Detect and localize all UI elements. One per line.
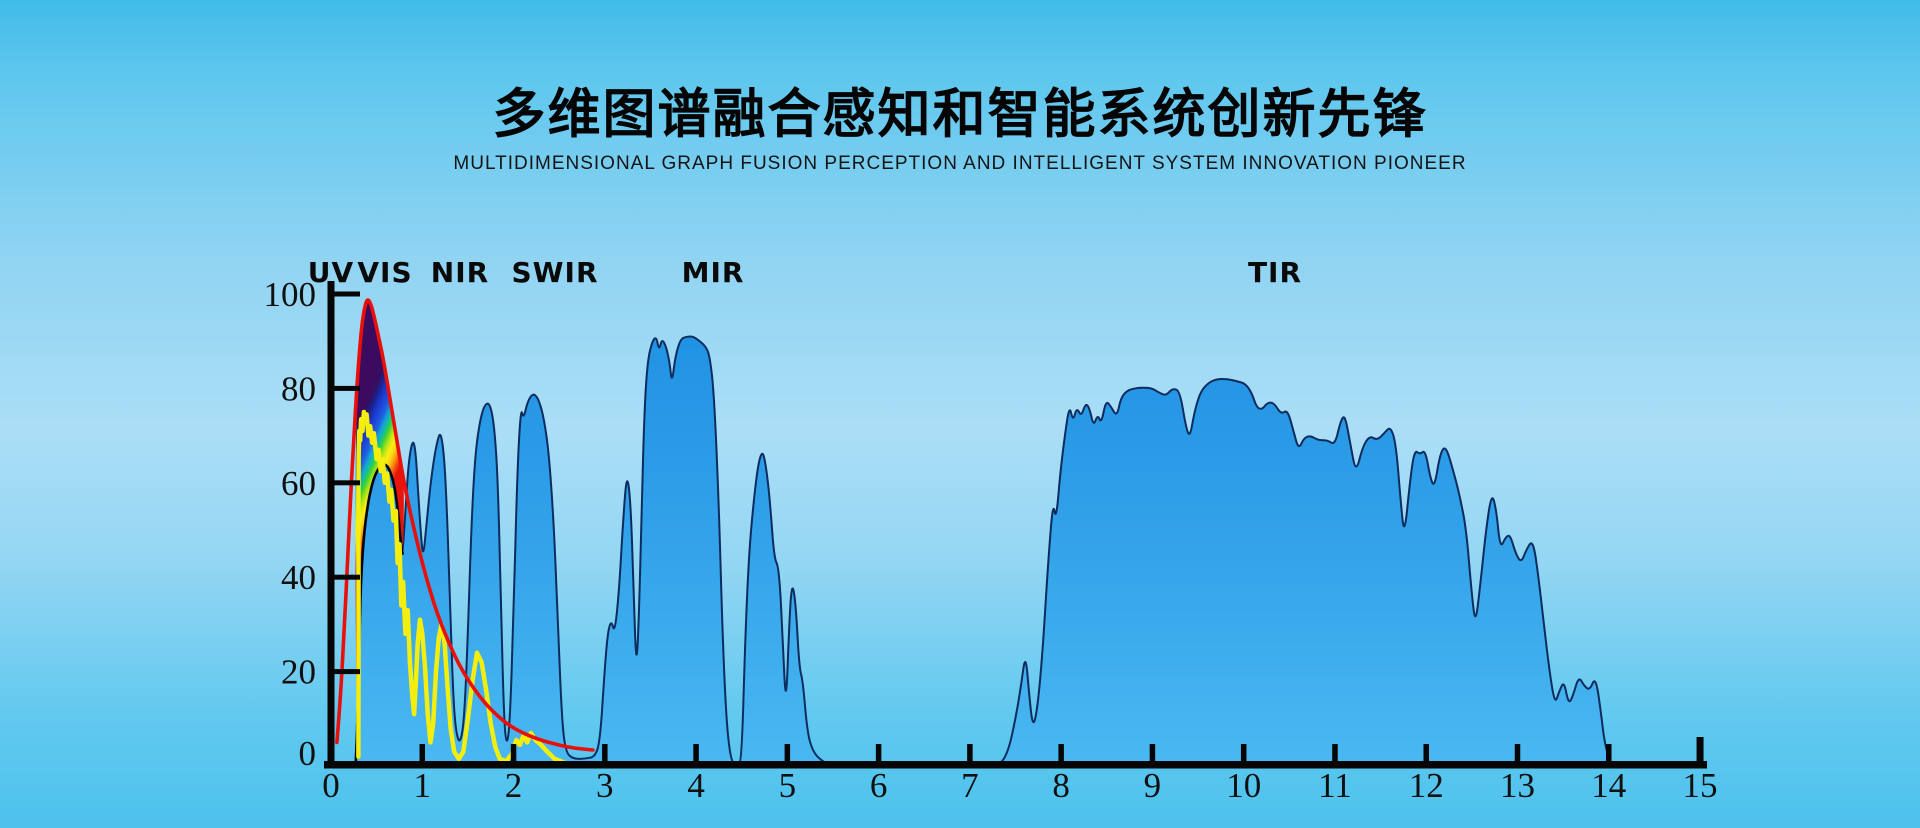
x-tick-7 (967, 744, 973, 762)
x-tick-label-3: 3 (596, 766, 614, 805)
y-tick-100 (334, 291, 360, 297)
x-tick-12 (1423, 744, 1429, 762)
x-tick-14 (1606, 744, 1612, 762)
x-tick-9 (1149, 744, 1156, 762)
x-tick-label-7: 7 (961, 766, 979, 805)
band-label-mir: MIR (682, 256, 745, 289)
x-tick-label-4: 4 (687, 766, 705, 805)
x-tick-label-2: 2 (505, 766, 523, 805)
ground-solar-spectrum-curve (356, 409, 566, 765)
x-tick-15 (1696, 737, 1704, 762)
band-label-nir: NIR (431, 256, 489, 289)
page-subtitle: MULTIDIMENSIONAL GRAPH FUSION PERCEPTION… (453, 153, 1467, 174)
x-tick-5 (784, 744, 791, 762)
spectral-band-labels: UV VIS NIR SWIR MIR TIR (308, 256, 1302, 289)
band-label-swir: SWIR (511, 256, 598, 289)
x-axis-line (324, 761, 1707, 769)
y-tick-80 (334, 385, 360, 391)
y-tick-label-0: 0 (299, 734, 317, 773)
atmospheric-transmission-area (354, 335, 1614, 767)
y-tick-20 (334, 669, 360, 675)
x-tick-label-14: 14 (1591, 766, 1626, 805)
y-tick-40 (334, 574, 360, 580)
x-tick-label-6: 6 (870, 766, 888, 805)
solar-blackbody-curve (335, 298, 595, 752)
page-title: 多维图谱融合感知和智能系统创新先锋 (492, 85, 1428, 144)
y-tick-label-40: 40 (281, 558, 316, 597)
x-tick-11 (1332, 744, 1338, 762)
x-tick-label-8: 8 (1052, 766, 1070, 805)
x-tick-label-0: 0 (322, 766, 340, 805)
x-tick-2 (510, 744, 517, 762)
x-tick-1 (419, 744, 426, 762)
y-tick-label-100: 100 (264, 275, 317, 314)
band-label-tir: TIR (1248, 256, 1302, 289)
x-tick-label-10: 10 (1226, 766, 1261, 805)
x-tick-label-13: 13 (1500, 766, 1535, 805)
x-tick-4 (693, 744, 699, 762)
y-axis-line (327, 281, 335, 768)
x-tick-8 (1058, 744, 1064, 762)
band-label-uv: UV (308, 256, 354, 289)
band-label-vis: VIS (357, 256, 412, 289)
x-tick-label-9: 9 (1144, 766, 1162, 805)
x-tick-label-1: 1 (414, 766, 432, 805)
x-tick-label-15: 15 (1683, 766, 1718, 805)
x-tick-13 (1514, 744, 1521, 762)
y-tick-60 (334, 480, 360, 486)
x-tick-6 (875, 744, 882, 762)
x-tick-3 (602, 744, 608, 762)
y-tick-label-20: 20 (281, 653, 316, 692)
x-tick-label-11: 11 (1318, 766, 1352, 805)
y-tick-label-60: 60 (281, 464, 316, 503)
y-tick-label-80: 80 (281, 369, 316, 408)
x-tick-label-5: 5 (779, 766, 797, 805)
x-tick-label-12: 12 (1409, 766, 1444, 805)
x-tick-10 (1240, 744, 1247, 762)
